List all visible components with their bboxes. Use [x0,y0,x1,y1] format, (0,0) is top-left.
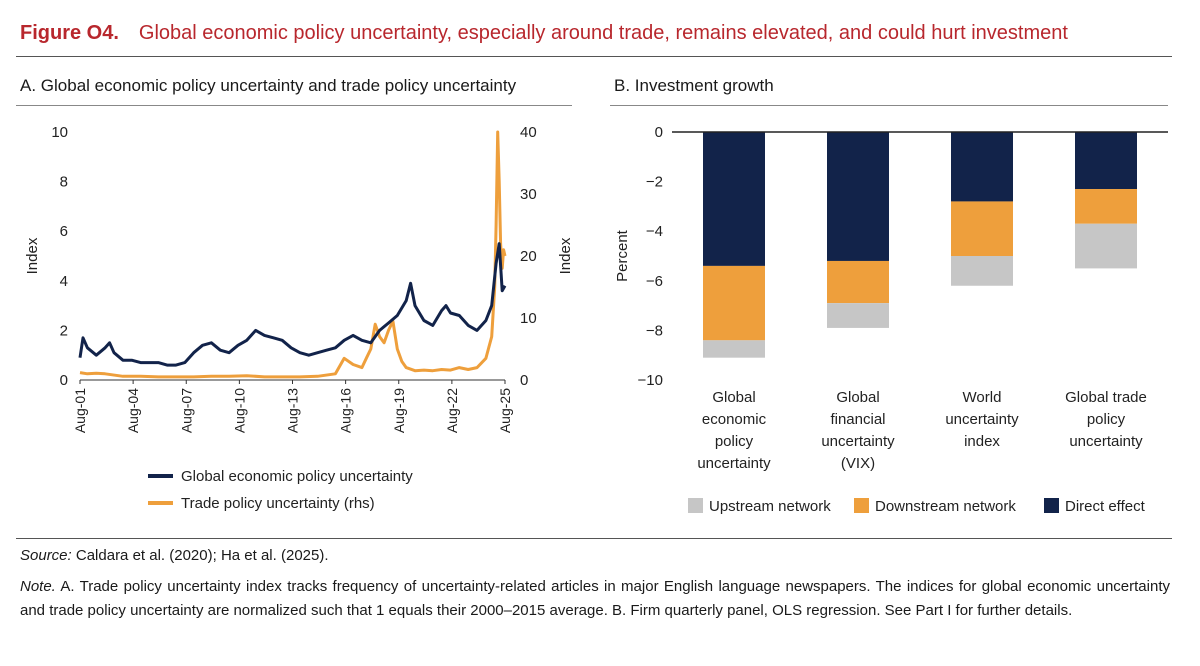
x-tick-label: Aug-25 [497,388,513,433]
bar-upstream-network [951,256,1013,286]
panel-a-title: A. Global economic policy uncertainty an… [20,76,517,95]
right-y-tick-label: 10 [520,310,537,327]
legend-upstream-network-swatch [688,498,703,513]
gepu-series-line [78,242,507,367]
x-tick-label: Aug-07 [178,388,194,433]
left-y-tick-label: 8 [60,174,68,191]
right-y-tick-label: 20 [520,248,537,265]
category-label: economic [702,411,767,428]
right-y-tick-label: 30 [520,186,537,203]
bar-downstream-network [1075,189,1137,224]
figure-label: Figure O4. [20,22,119,44]
right-y-axis-title: Index [557,237,574,274]
left-y-tick-label: 4 [60,273,68,290]
legend-tpu-label: Trade policy uncertainty (rhs) [181,495,375,512]
x-tick-label: Aug-01 [72,388,88,433]
category-label: Global trade [1065,389,1147,406]
bar-upstream-network [1075,223,1137,269]
left-y-axis-title: Index [24,237,41,274]
category-label: financial [830,411,885,428]
legend-direct-effect-swatch [1044,498,1059,513]
left-y-tick-label: 6 [60,223,68,240]
y-tick-label: −4 [646,223,663,240]
bar-downstream-network [951,201,1013,256]
panel-b-title: B. Investment growth [614,76,774,95]
left-y-tick-label: 0 [60,372,68,389]
note-label: Note. [20,578,56,595]
source-text: Caldara et al. (2020); Ha et al. (2025). [71,547,329,564]
category-label: uncertainty [945,411,1019,428]
category-label: policy [715,433,754,450]
bar-direct-effect [1075,132,1137,190]
category-label: uncertainty [821,433,895,450]
x-tick-label: Aug-16 [338,388,354,433]
category-label: uncertainty [697,455,771,472]
left-y-tick-label: 10 [51,124,68,141]
legend-gepu-label: Global economic policy uncertainty [181,468,413,485]
figure-title: Figure O4. Global economic policy uncerta… [20,22,1068,45]
tpu-series-line [79,130,507,379]
bottom-rule [16,538,1172,539]
y-tick-label: −8 [646,322,663,339]
bar-downstream-network [703,265,765,341]
y-tick-label: −2 [646,174,663,191]
y-tick-label: 0 [655,124,663,141]
category-label: Global [712,389,755,406]
x-tick-label: Aug-13 [285,388,301,433]
legend-downstream-network-swatch [854,498,869,513]
panel-b-rule [610,105,1168,106]
bar-upstream-network [827,303,889,328]
x-tick-label: Aug-19 [391,388,407,433]
bar-upstream-network [703,340,765,358]
category-label: World [963,389,1002,406]
bar-downstream-network [827,260,889,304]
category-label: index [964,433,1000,450]
panel-b-chart: 0 −2 −4 −6 −8 −10 Percent Global economic policy u… [614,124,1168,515]
category-label: (VIX) [841,455,875,472]
y-axis-title: Percent [614,229,631,282]
bar-direct-effect [951,132,1013,202]
right-y-tick-label: 40 [520,124,537,141]
source-label: Source: [20,547,72,564]
left-y-tick-label: 2 [60,322,68,339]
category-label: policy [1087,411,1126,428]
y-tick-label: −10 [638,372,663,389]
x-tick-label: Aug-04 [125,388,141,433]
bar-direct-effect [827,132,889,261]
top-rule [16,56,1172,57]
legend-direct-effect-label: Direct effect [1065,498,1146,515]
x-tick-label: Aug-22 [444,388,460,433]
note-paragraph: Note. A. Trade policy uncertainty index … [20,575,1170,623]
panel-a-rule [16,105,572,106]
panel-a-chart: 0 2 4 6 8 10 0 10 20 30 40 Index Index Aug-01 Aug-04 Au… [24,124,574,512]
note-text: A. Trade policy uncertainty index tracks… [20,578,1170,619]
right-y-tick-label: 0 [520,372,528,389]
category-label: uncertainty [1069,433,1143,450]
legend-downstream-network-label: Downstream network [875,498,1016,515]
y-tick-label: −6 [646,273,663,290]
bar-direct-effect [703,132,765,266]
x-tick-label: Aug-10 [231,388,247,433]
source-line: Source: Caldara et al. (2020); Ha et al.… [20,547,329,564]
figure-title-text: Global economic policy uncertainty, espe… [138,22,1068,44]
category-label: Global [836,389,879,406]
legend-upstream-network-label: Upstream network [709,498,831,515]
